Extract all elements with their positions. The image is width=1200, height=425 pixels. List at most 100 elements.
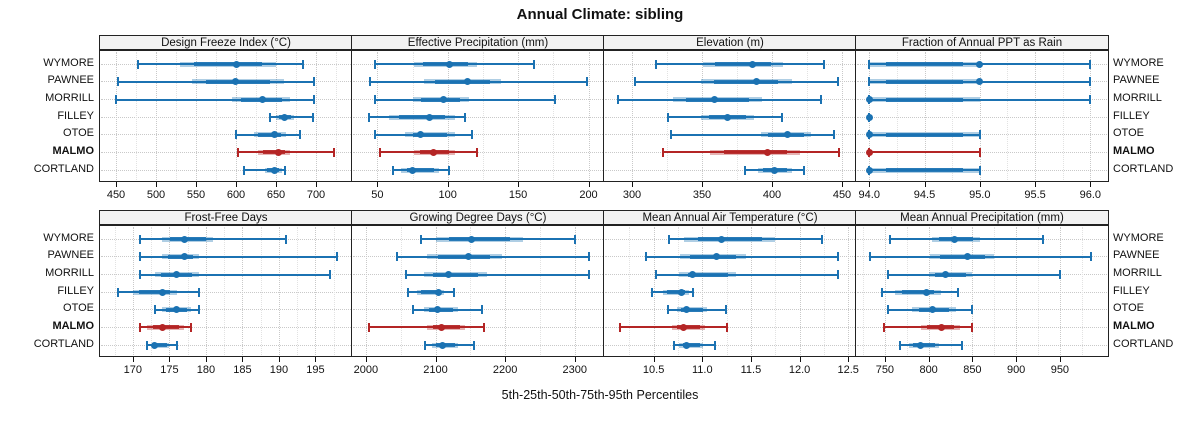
axis-tick-label: 94.0 bbox=[858, 189, 880, 201]
iqr-band-core bbox=[689, 254, 737, 259]
median-dot bbox=[445, 271, 453, 278]
iqr-band-core bbox=[697, 237, 762, 242]
iqr-band-core bbox=[885, 97, 964, 102]
axis-tick-label: 11.5 bbox=[740, 364, 762, 376]
panel-plot-area: 50 100 150 200 bbox=[351, 50, 605, 201]
whisker-cap bbox=[868, 59, 871, 69]
site-label-right: WYMORE bbox=[1113, 56, 1164, 69]
axis-tick-label: 95.0 bbox=[969, 189, 991, 201]
iqr-band-core bbox=[677, 325, 701, 330]
median-dot bbox=[258, 96, 266, 103]
axis-tick bbox=[236, 182, 237, 187]
whisker-cap bbox=[633, 77, 636, 87]
median-dot bbox=[951, 235, 959, 243]
whisker-cap bbox=[836, 77, 839, 87]
axis-tick bbox=[505, 357, 507, 362]
whisker-cap bbox=[957, 287, 960, 297]
major-gridline bbox=[842, 52, 843, 180]
minor-gridline bbox=[1007, 52, 1009, 180]
minor-gridline bbox=[629, 227, 631, 355]
axis-tick bbox=[972, 357, 974, 362]
whisker-cap bbox=[1042, 234, 1045, 244]
axis-tick bbox=[1090, 182, 1092, 187]
median-dot bbox=[865, 131, 873, 139]
panel-header: Elevation (m) bbox=[603, 35, 857, 50]
iqr-band-core bbox=[682, 343, 700, 348]
major-gridline bbox=[848, 227, 850, 355]
axis-tick bbox=[156, 182, 157, 187]
whisker-5th-95th bbox=[237, 151, 334, 154]
iqr-band-core bbox=[169, 237, 206, 242]
site-label-right: OTOE bbox=[1113, 302, 1144, 315]
minor-gridline bbox=[260, 227, 262, 355]
axis-tick-label: 700 bbox=[306, 189, 326, 201]
axis-tick bbox=[1059, 357, 1061, 362]
minor-gridline bbox=[482, 52, 484, 180]
iqr-band-core bbox=[885, 79, 964, 84]
whisker-cap bbox=[691, 287, 694, 297]
axis-tick-label: 2000 bbox=[353, 364, 379, 376]
iqr-band-core bbox=[412, 132, 448, 137]
whisker-cap bbox=[673, 340, 676, 350]
whisker-cap bbox=[803, 165, 806, 175]
whisker-cap bbox=[329, 270, 332, 279]
row-guide-line bbox=[353, 291, 603, 293]
minor-gridline bbox=[994, 227, 996, 355]
minor-gridline bbox=[1038, 227, 1039, 355]
median-dot bbox=[683, 306, 691, 314]
major-gridline bbox=[132, 227, 134, 355]
whisker-cap bbox=[889, 234, 892, 244]
whisker-cap bbox=[373, 95, 376, 104]
minor-gridline bbox=[296, 52, 297, 180]
median-dot bbox=[723, 113, 731, 121]
whisker-cap bbox=[146, 340, 149, 350]
major-gridline bbox=[278, 227, 280, 355]
whisker-cap bbox=[661, 147, 664, 157]
median-dot bbox=[151, 341, 159, 349]
median-dot bbox=[463, 78, 471, 86]
median-dot bbox=[922, 288, 930, 296]
panel-plot-area: 450 500 550 600 650 700 bbox=[99, 50, 353, 201]
median-dot bbox=[417, 131, 425, 139]
whisker-cap bbox=[367, 112, 370, 122]
whisker-cap bbox=[725, 322, 728, 332]
median-dot bbox=[764, 148, 772, 156]
minor-gridline bbox=[216, 52, 217, 180]
axis-tick-label: 450 bbox=[832, 189, 852, 201]
axis-tick-label: 185 bbox=[233, 364, 252, 376]
iqr-band-core bbox=[935, 272, 966, 277]
site-label-left: MALMO bbox=[52, 144, 94, 157]
axis-tick-label: 100 bbox=[438, 189, 457, 201]
row-guide-line bbox=[353, 116, 603, 118]
median-dot bbox=[425, 113, 433, 121]
panel-plot-area: 300 350 400 450 bbox=[603, 50, 857, 201]
iqr-band-core bbox=[152, 325, 179, 330]
whisker-5th-95th bbox=[645, 255, 839, 258]
whisker-cap bbox=[881, 287, 884, 297]
median-dot bbox=[158, 288, 166, 296]
iqr-band-core bbox=[432, 325, 460, 330]
axis-tick-label: 650 bbox=[266, 189, 286, 201]
iqr-band-core bbox=[258, 132, 281, 137]
iqr-band-core bbox=[714, 79, 778, 84]
major-gridline bbox=[116, 52, 117, 180]
whisker-cap bbox=[978, 147, 981, 157]
major-gridline bbox=[750, 227, 752, 355]
whisker-cap bbox=[654, 59, 657, 69]
site-label-left: OTOE bbox=[63, 302, 94, 315]
major-gridline bbox=[884, 227, 886, 355]
whisker-cap bbox=[419, 234, 422, 244]
major-gridline bbox=[979, 52, 981, 180]
row-guide-line bbox=[857, 151, 1107, 153]
row-guide-line bbox=[101, 326, 351, 328]
row-guide-line bbox=[353, 169, 603, 171]
whisker-cap bbox=[650, 287, 653, 297]
whisker-cap bbox=[412, 305, 415, 315]
site-label-right: MORRILL bbox=[1113, 267, 1162, 279]
whisker-cap bbox=[404, 270, 407, 279]
axis-tick-label: 950 bbox=[1050, 364, 1070, 376]
median-dot bbox=[173, 271, 181, 278]
axis-tick-label: 800 bbox=[919, 364, 938, 376]
major-gridline bbox=[574, 227, 576, 355]
median-dot bbox=[689, 271, 697, 278]
